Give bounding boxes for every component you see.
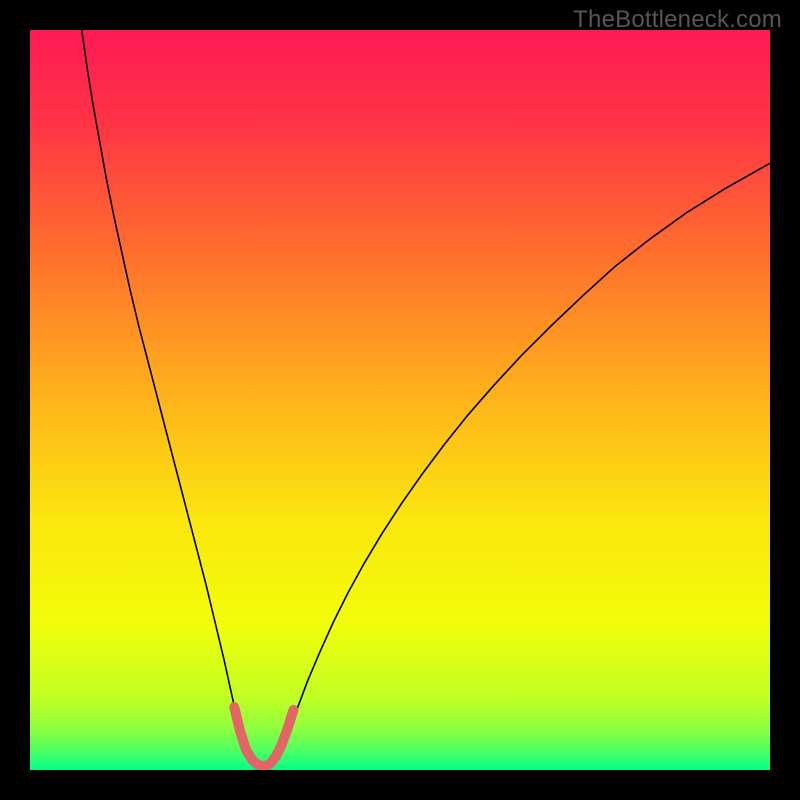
chart-svg [30,30,770,770]
outer-frame: TheBottleneck.com [0,0,800,800]
gradient-background [30,30,770,770]
plot-area [30,30,770,770]
